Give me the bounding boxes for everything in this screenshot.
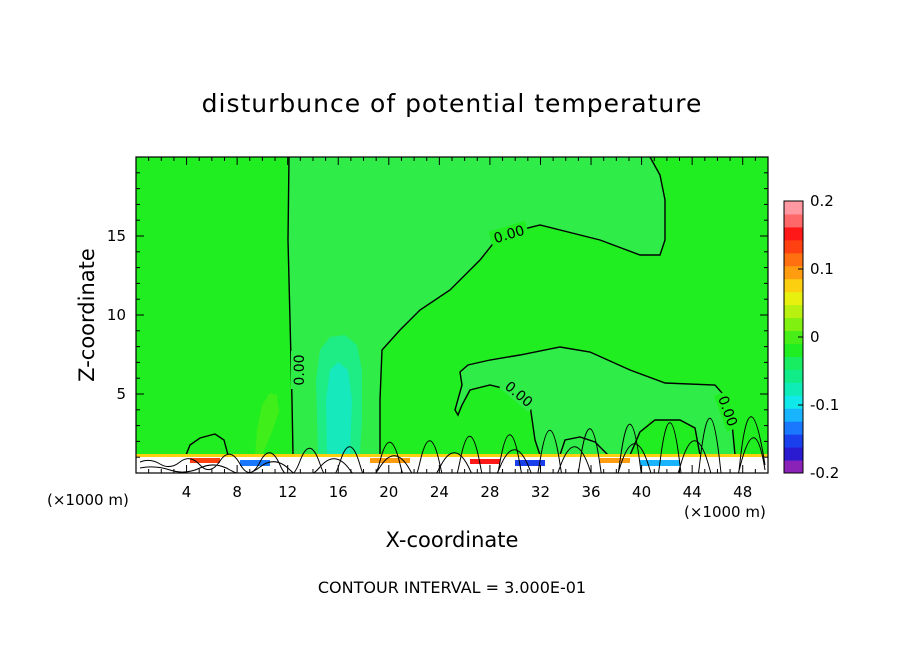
negative-region-upper — [288, 157, 665, 455]
colorbar-swatch — [784, 356, 803, 370]
colorbar-swatch — [784, 369, 803, 383]
colorbar-ticks: 0.2 0.1 0 -0.1 -0.2 — [798, 192, 839, 482]
colorbar-tick-label: 0.1 — [810, 260, 834, 278]
colorbar-swatch — [784, 213, 803, 228]
x-axis-ticks: 4 8 12 16 20 24 28 32 36 40 44 48 — [148, 157, 756, 501]
colorbar-swatch — [784, 265, 803, 280]
colorbar-swatch — [784, 395, 803, 409]
colorbar-tick-label: 0.2 — [810, 192, 834, 210]
boundary-layer — [136, 416, 768, 473]
boundary-red-patch — [470, 459, 500, 464]
colorbar-swatch — [784, 317, 803, 332]
warm-blob — [255, 393, 279, 455]
colorbar-swatch — [784, 239, 803, 254]
colorbar-swatch — [784, 343, 803, 357]
colorbar-swatch — [784, 278, 803, 293]
x-tick-label: 48 — [733, 483, 752, 501]
boundary-contour-squiggles — [139, 416, 766, 473]
y-axis-label: Z-coordinate — [75, 248, 99, 382]
x-tick-label: 28 — [480, 483, 499, 501]
colorbar-swatch — [784, 226, 803, 241]
plot-area — [136, 157, 768, 473]
colorbar-swatch — [784, 460, 803, 474]
x-tick-label: 12 — [278, 483, 297, 501]
colorbar-swatch — [784, 304, 803, 319]
colorbar-swatch — [784, 201, 803, 215]
boundary-orange-patch — [370, 458, 410, 463]
colorbar-swatch — [784, 447, 803, 461]
y-tick-label: 5 — [116, 385, 126, 403]
contour-left-bump — [185, 433, 229, 456]
x-tick-label: 40 — [632, 483, 651, 501]
colorbar — [783, 200, 804, 474]
x-tick-label: 32 — [531, 483, 550, 501]
x-tick-label: 20 — [379, 483, 398, 501]
x-tick-label: 8 — [232, 483, 242, 501]
colorbar-tick-label: 0 — [810, 328, 820, 346]
y-tick-label: 10 — [107, 306, 126, 324]
x-tick-label: 16 — [329, 483, 348, 501]
boundary-blue-patch — [240, 460, 270, 466]
x-unit-left: (×1000 m) — [47, 491, 129, 509]
contour-hump-2 — [629, 419, 701, 456]
colorbar-swatch — [784, 421, 803, 435]
x-tick-label: 4 — [182, 483, 192, 501]
boundary-layer-warm-line — [136, 454, 768, 457]
y-tick-label: 15 — [107, 227, 126, 245]
x-axis-label: X-coordinate — [386, 528, 519, 552]
colorbar-tick-label: -0.2 — [810, 464, 839, 482]
colorbar-swatch — [784, 291, 803, 306]
x-tick-label: 44 — [683, 483, 702, 501]
colorbar-swatch — [784, 252, 803, 267]
boundary-red-patch — [190, 458, 220, 463]
boundary-blue-patch — [515, 460, 545, 466]
contour-hump-1 — [559, 436, 609, 456]
y-axis-ticks: 5 10 15 — [107, 172, 768, 458]
boundary-orange-patch — [600, 458, 630, 463]
contour-label: 0.00 — [292, 354, 308, 385]
cold-plume-core — [326, 362, 352, 455]
colorbar-swatch — [784, 408, 803, 422]
negative-region-lower — [455, 347, 735, 455]
colorbar-swatch — [784, 382, 803, 396]
colorbar-tick-label: -0.1 — [810, 396, 839, 414]
x-unit-right: (×1000 m) — [684, 503, 766, 521]
x-tick-label: 36 — [581, 483, 600, 501]
x-tick-label: 24 — [430, 483, 449, 501]
colorbar-swatch — [784, 434, 803, 448]
chart-title: disturbunce of potential temperature — [202, 89, 703, 118]
colorbar-swatch — [784, 330, 803, 344]
contour-interval-note: CONTOUR INTERVAL = 3.000E-01 — [318, 578, 586, 597]
